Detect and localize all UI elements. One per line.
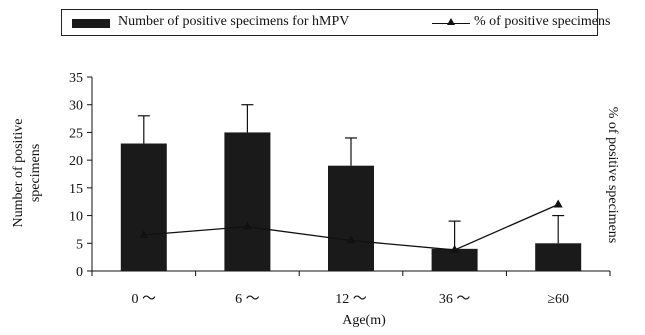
bar	[120, 143, 167, 271]
y-tick-label: 35	[69, 71, 83, 86]
y-tick-label: 20	[69, 154, 83, 169]
x-tick-label: 0 ～	[132, 292, 157, 307]
legend: Number of positive specimens for hMPV % …	[61, 9, 610, 36]
line-marker	[139, 229, 149, 238]
y-tick-label: 5	[76, 237, 83, 252]
y-tick-label: 0	[76, 265, 83, 280]
y-tick-label: 30	[69, 99, 83, 114]
x-axis-label: Age(m)	[342, 313, 386, 328]
legend-line-label: % of positive specimens	[474, 14, 611, 29]
legend-bar-label: Number of positive specimens for hMPV	[118, 14, 350, 29]
line-marker	[346, 235, 356, 244]
bar	[535, 243, 582, 271]
line-marker	[242, 221, 252, 230]
y-tick-label: 15	[69, 182, 83, 197]
bar	[328, 165, 374, 271]
x-tick-label: ≥60	[547, 292, 569, 307]
x-tick-label: 36 ～	[439, 292, 471, 307]
bar	[224, 132, 271, 271]
line-marker	[553, 199, 563, 208]
y-tick-label: 10	[69, 210, 83, 225]
x-tick-label: 6 ～	[235, 292, 260, 307]
y-tick-label: 25	[69, 126, 83, 141]
line-marker	[450, 244, 460, 253]
legend-triangle-marker	[447, 18, 455, 25]
legend-bar-swatch	[72, 19, 110, 28]
x-tick-label: 12 ～	[335, 292, 367, 307]
bar	[431, 248, 478, 271]
